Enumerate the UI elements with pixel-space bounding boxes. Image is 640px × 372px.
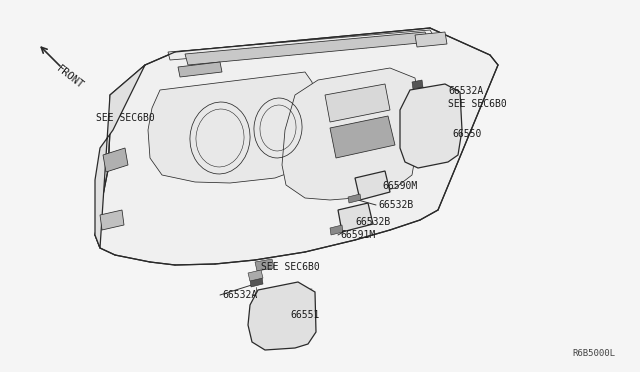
Polygon shape <box>355 171 390 200</box>
Text: 66591M: 66591M <box>340 230 375 240</box>
Polygon shape <box>103 148 128 172</box>
Text: 66532A: 66532A <box>448 86 483 96</box>
Text: R6B5000L: R6B5000L <box>572 349 615 358</box>
Polygon shape <box>325 84 390 122</box>
Polygon shape <box>168 30 435 60</box>
Text: SEE SEC6B0: SEE SEC6B0 <box>261 262 320 272</box>
Text: 66532A: 66532A <box>222 290 257 300</box>
Polygon shape <box>185 32 430 65</box>
Polygon shape <box>330 225 343 235</box>
Text: 66551: 66551 <box>290 310 319 320</box>
Polygon shape <box>248 270 263 281</box>
Polygon shape <box>338 203 373 232</box>
Text: FRONT: FRONT <box>55 64 86 91</box>
Text: 66532B: 66532B <box>378 200 413 210</box>
Polygon shape <box>348 194 361 203</box>
Polygon shape <box>148 72 318 183</box>
Polygon shape <box>95 65 145 248</box>
Polygon shape <box>95 28 498 265</box>
Polygon shape <box>248 282 316 350</box>
Polygon shape <box>400 84 462 168</box>
Text: SEE SEC6B0: SEE SEC6B0 <box>448 99 507 109</box>
Polygon shape <box>255 259 274 271</box>
Polygon shape <box>178 62 222 77</box>
Polygon shape <box>330 116 395 158</box>
Text: 66550: 66550 <box>452 129 481 139</box>
Text: 66532B: 66532B <box>355 217 390 227</box>
Text: SEE SEC6B0: SEE SEC6B0 <box>96 113 155 123</box>
Polygon shape <box>415 32 447 47</box>
Polygon shape <box>412 80 423 89</box>
Polygon shape <box>282 68 420 200</box>
Polygon shape <box>100 210 124 230</box>
Polygon shape <box>250 277 263 287</box>
Text: 66590M: 66590M <box>382 181 417 191</box>
